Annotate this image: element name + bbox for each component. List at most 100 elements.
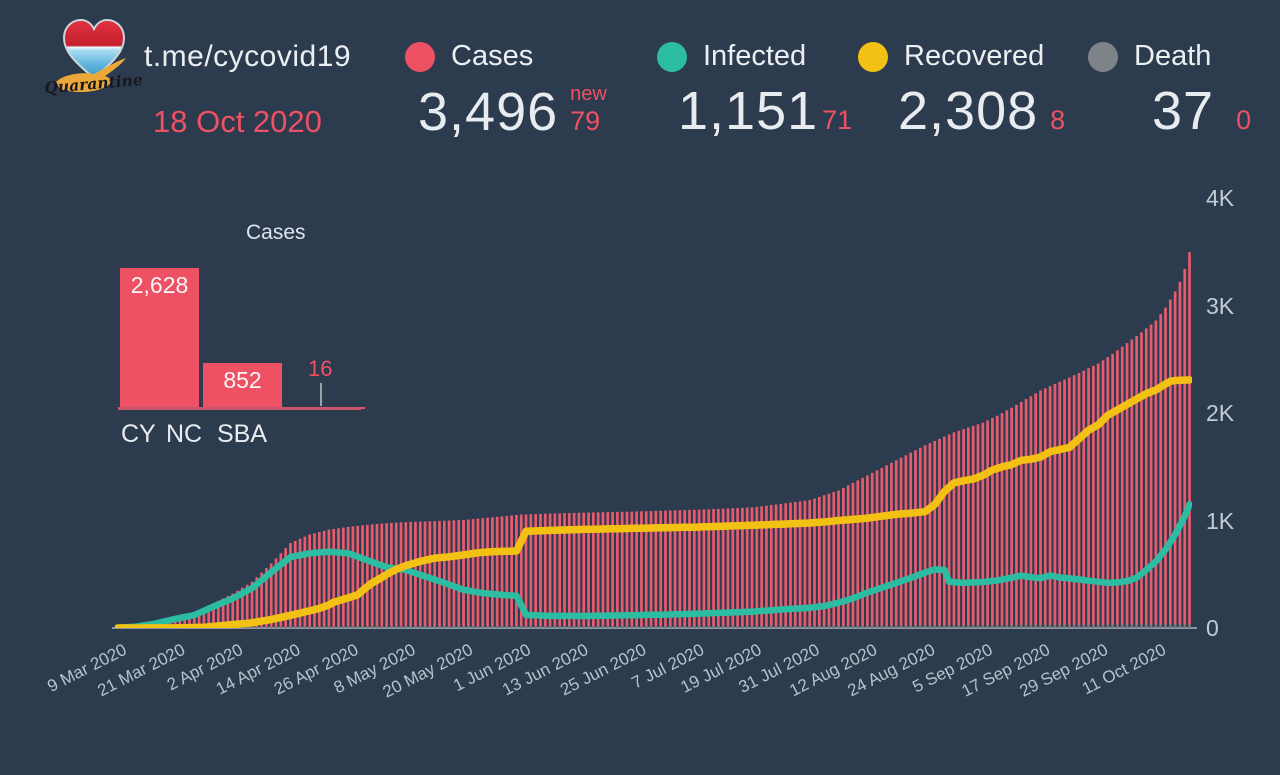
- cases-bar: [457, 520, 461, 628]
- cases-bar: [726, 508, 730, 628]
- cases-bar: [1111, 353, 1114, 628]
- death-bar: [822, 625, 826, 628]
- cases-bar: [341, 527, 345, 628]
- cases-bar: [616, 511, 619, 628]
- death-bar: [495, 626, 499, 628]
- death-bar: [433, 626, 437, 628]
- death-bar: [1111, 624, 1114, 628]
- death-bar: [510, 626, 513, 628]
- death-bar: [1135, 624, 1138, 628]
- cases-bar: [1092, 365, 1095, 628]
- channel-link[interactable]: t.me/cycovid19: [144, 40, 352, 73]
- death-bar: [587, 626, 590, 628]
- cases-bar: [1029, 396, 1033, 628]
- death-bar: [418, 626, 422, 628]
- death-bar: [842, 625, 845, 628]
- death-bar: [702, 625, 706, 628]
- cases-bar: [539, 513, 542, 628]
- death-bar: [1168, 624, 1172, 628]
- cases-bar: [688, 509, 691, 628]
- cases-bar: [1183, 268, 1187, 628]
- death-bar: [1116, 624, 1119, 628]
- cases-bar: [962, 429, 965, 628]
- death-bar: [726, 625, 730, 628]
- cases-bar: [183, 615, 187, 628]
- death-bar: [947, 625, 951, 628]
- death-bar: [457, 626, 461, 628]
- death-bar: [567, 626, 571, 628]
- cases-bar: [548, 513, 552, 628]
- death-bar: [601, 626, 605, 628]
- cases-bar: [1077, 372, 1081, 628]
- death-bar: [1005, 624, 1009, 628]
- death-bar: [1082, 624, 1086, 628]
- cases-bar: [1082, 370, 1086, 628]
- death-bar: [361, 626, 364, 628]
- cases-bar: [178, 616, 182, 628]
- cases-bar: [269, 563, 273, 628]
- cases-value: 3,496: [418, 82, 559, 142]
- death-bar: [558, 626, 562, 628]
- cases-bar: [1015, 404, 1018, 628]
- death-bar: [317, 626, 321, 628]
- death-bar: [991, 624, 994, 628]
- cases-bar: [755, 506, 759, 628]
- cases-bar: [327, 529, 331, 628]
- cases-bar: [707, 509, 711, 628]
- death-bar: [394, 626, 398, 628]
- death-bar: [563, 626, 566, 628]
- cases-bar: [212, 603, 215, 628]
- death-bar: [298, 626, 302, 628]
- cases-bar: [1188, 252, 1191, 628]
- cases-bar: [524, 514, 528, 628]
- cases-bar: [433, 521, 437, 628]
- death-bar: [1072, 624, 1076, 628]
- cases-bar: [668, 510, 672, 628]
- recovered-line: [115, 376, 1192, 628]
- cases-bar: [851, 482, 855, 628]
- cases-bar: [678, 510, 682, 628]
- cases-bar: [918, 447, 922, 628]
- death-bar: [832, 625, 836, 628]
- cases-bar: [957, 430, 961, 628]
- death-label: Death: [1134, 40, 1212, 72]
- death-bar: [241, 626, 244, 628]
- app-logo: Quarantine: [44, 18, 144, 97]
- cases-bar: [529, 514, 533, 628]
- death-bar: [976, 625, 980, 628]
- main-timeseries-chart: [115, 252, 1192, 628]
- death-bar: [1015, 624, 1018, 628]
- death-delta: 0: [1236, 105, 1252, 135]
- death-bar: [654, 625, 658, 628]
- cases-bar: [255, 577, 259, 628]
- death-bar: [856, 625, 860, 628]
- cases-bar: [515, 515, 518, 628]
- cases-bar: [644, 511, 648, 628]
- cases-bar: [356, 525, 360, 628]
- death-bar: [462, 626, 465, 628]
- cases-bar: [1159, 314, 1163, 628]
- death-bar: [890, 625, 893, 628]
- death-bar: [1029, 624, 1033, 628]
- cases-new-label: new: [570, 83, 607, 105]
- cases-bar: [462, 519, 465, 628]
- death-bar: [447, 626, 451, 628]
- cases-bar: [438, 520, 441, 628]
- region-xlabel-sba: SBA: [217, 420, 268, 448]
- death-bar: [1130, 624, 1134, 628]
- cases-bar: [745, 507, 749, 628]
- death-bar: [529, 626, 533, 628]
- cases-bar: [880, 467, 884, 628]
- death-bar: [582, 626, 586, 628]
- death-bar: [577, 626, 581, 628]
- death-bar: [1092, 624, 1095, 628]
- stat-infected-value-row: 1,151 71: [678, 84, 852, 138]
- cases-bar: [250, 581, 254, 628]
- death-bar: [861, 625, 864, 628]
- death-bar: [255, 626, 259, 628]
- death-bar: [380, 626, 384, 628]
- cases-bar: [1005, 410, 1009, 628]
- cases-bar: [784, 503, 788, 628]
- death-bar: [543, 626, 547, 628]
